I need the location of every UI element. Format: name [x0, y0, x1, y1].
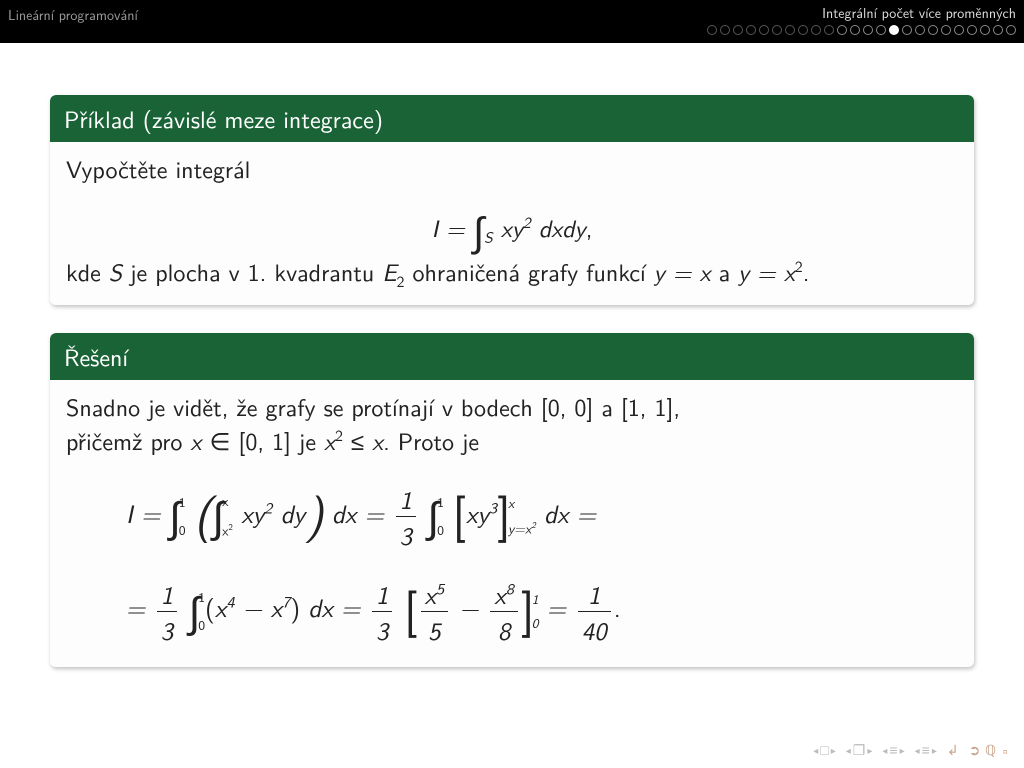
solution-block-title: Řešení	[50, 333, 974, 380]
progress-dot[interactable]	[759, 25, 769, 35]
solution-block: Řešení Snadno je vidět, že grafy se prot…	[50, 333, 974, 667]
progress-dot[interactable]	[837, 25, 847, 35]
example-formula: I = ∫S xy2 dxdy,	[66, 192, 958, 249]
progress-dot[interactable]	[1006, 25, 1016, 35]
progress-dot[interactable]	[772, 25, 782, 35]
solution-eq-line-1: I = ∫10 (∫xx2 xy2 dy) dx = 13 ∫10 [xy3]x…	[126, 470, 958, 553]
progress-dot[interactable]	[941, 25, 951, 35]
progress-dot[interactable]	[915, 25, 925, 35]
progress-dot[interactable]	[811, 25, 821, 35]
solution-eq-line-2: = 13 ∫10(x4 − x7) dx = 13 [x55 − x88]10 …	[126, 564, 958, 647]
solution-intro: Snadno je vidět, že grafy se protínají v…	[66, 390, 958, 457]
progress-dot[interactable]	[863, 25, 873, 35]
progress-dot[interactable]	[993, 25, 1003, 35]
slide-body: Příklad (závislé meze integrace) Vypočtě…	[0, 43, 1024, 667]
progress-dots	[707, 25, 1016, 35]
nav-circular-icon[interactable]: ➲ ℚ ◦	[969, 740, 1010, 760]
example-block-title: Příklad (závislé meze integrace)	[50, 95, 974, 142]
nav-slide[interactable]: ◂ □ ▸	[813, 740, 836, 760]
example-desc-line: kde S je plocha v 1. kvadrantu E2 ohrani…	[66, 255, 958, 292]
progress-dot[interactable]	[824, 25, 834, 35]
section-right-title: Integrální počet více proměnných	[707, 3, 1016, 23]
section-left-title: Lineární programování	[8, 3, 138, 25]
example-block: Příklad (závislé meze integrace) Vypočtě…	[50, 95, 974, 305]
progress-dot[interactable]	[889, 25, 899, 35]
slide-header: Lineární programování Integrální počet v…	[0, 0, 1024, 43]
beamer-nav-bar: ◂ □ ▸ ◂ ❐ ▸ ◂ ≡ ▸ ◂ ≡ ▸ ↲ ➲ ℚ ◦	[813, 740, 1010, 760]
nav-end-icon[interactable]: ↲	[947, 740, 959, 760]
progress-dot[interactable]	[980, 25, 990, 35]
example-block-body: Vypočtěte integrál I = ∫S xy2 dxdy, kde …	[50, 142, 974, 305]
progress-dot[interactable]	[928, 25, 938, 35]
progress-dot[interactable]	[967, 25, 977, 35]
section-right: Integrální počet více proměnných	[707, 3, 1016, 35]
progress-dot[interactable]	[798, 25, 808, 35]
nav-frame[interactable]: ◂ ❐ ▸	[846, 740, 873, 760]
progress-dot[interactable]	[733, 25, 743, 35]
solution-block-body: Snadno je vidět, že grafy se protínají v…	[50, 380, 974, 667]
progress-dot[interactable]	[746, 25, 756, 35]
example-intro-line: Vypočtěte integrál	[66, 152, 958, 186]
progress-dot[interactable]	[902, 25, 912, 35]
progress-dot[interactable]	[707, 25, 717, 35]
progress-dot[interactable]	[720, 25, 730, 35]
progress-dot[interactable]	[954, 25, 964, 35]
nav-subsection[interactable]: ◂ ≡ ▸	[882, 740, 904, 760]
nav-section[interactable]: ◂ ≡ ▸	[915, 740, 937, 760]
progress-dot[interactable]	[785, 25, 795, 35]
progress-dot[interactable]	[850, 25, 860, 35]
progress-dot[interactable]	[876, 25, 886, 35]
